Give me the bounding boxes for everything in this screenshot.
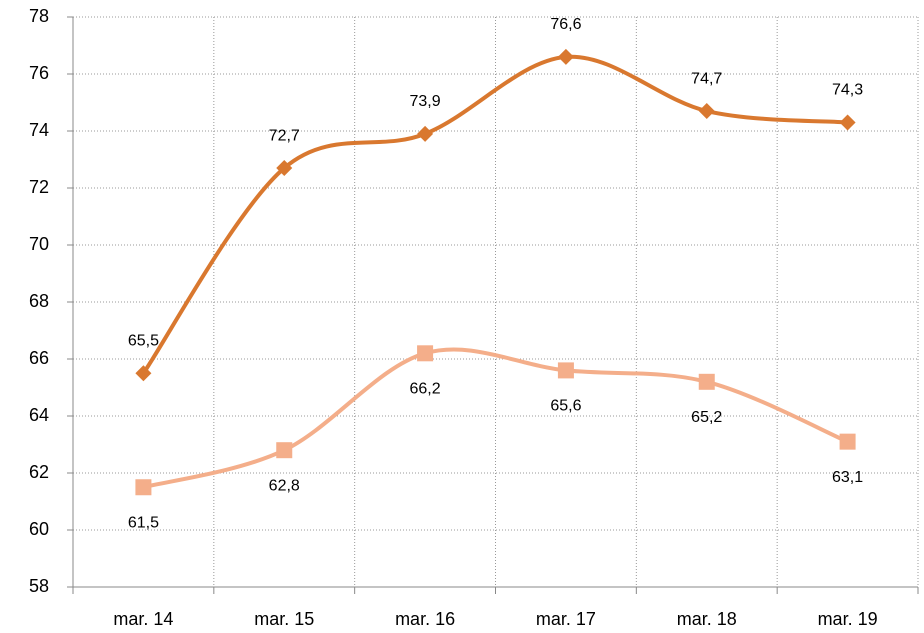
marker — [135, 365, 152, 382]
y-tick-label: 76 — [29, 63, 49, 83]
marker — [557, 362, 574, 379]
series-line — [141, 347, 850, 490]
x-tick-label: mar. 18 — [677, 609, 737, 629]
data-label: 65,2 — [691, 409, 722, 426]
x-tick-label: mar. 14 — [113, 609, 173, 629]
data-label: 76,6 — [550, 16, 581, 33]
y-tick-label: 58 — [29, 576, 49, 596]
marker — [276, 160, 293, 177]
data-label: 72,7 — [269, 127, 300, 144]
marker — [276, 442, 293, 459]
y-tick-label: 74 — [29, 120, 49, 140]
marker — [839, 433, 856, 450]
x-tick-label: mar. 17 — [536, 609, 596, 629]
data-label: 61,5 — [128, 514, 159, 531]
y-tick-label: 60 — [29, 519, 49, 539]
marker — [557, 48, 574, 65]
data-label: 74,3 — [832, 82, 863, 99]
y-tick-label: 64 — [29, 405, 49, 425]
data-label: 63,1 — [832, 469, 863, 486]
marker — [698, 373, 715, 390]
data-label: 65,6 — [550, 398, 581, 415]
data-label: 74,7 — [691, 70, 722, 87]
data-label: 65,5 — [128, 332, 159, 349]
marker — [417, 345, 434, 362]
y-tick-label: 66 — [29, 348, 49, 368]
y-tick-label: 62 — [29, 462, 49, 482]
marker — [417, 125, 434, 142]
x-tick-label: mar. 19 — [818, 609, 878, 629]
y-tick-label: 72 — [29, 177, 49, 197]
y-tick-label: 70 — [29, 234, 49, 254]
data-label: 73,9 — [410, 93, 441, 110]
y-tick-label: 68 — [29, 291, 49, 311]
marker — [135, 479, 152, 496]
marker — [839, 114, 856, 131]
x-tick-label: mar. 15 — [254, 609, 314, 629]
data-label: 66,2 — [410, 381, 441, 398]
data-label: 62,8 — [269, 477, 300, 494]
marker — [698, 103, 715, 120]
y-tick-label: 78 — [29, 6, 49, 26]
x-tick-label: mar. 16 — [395, 609, 455, 629]
